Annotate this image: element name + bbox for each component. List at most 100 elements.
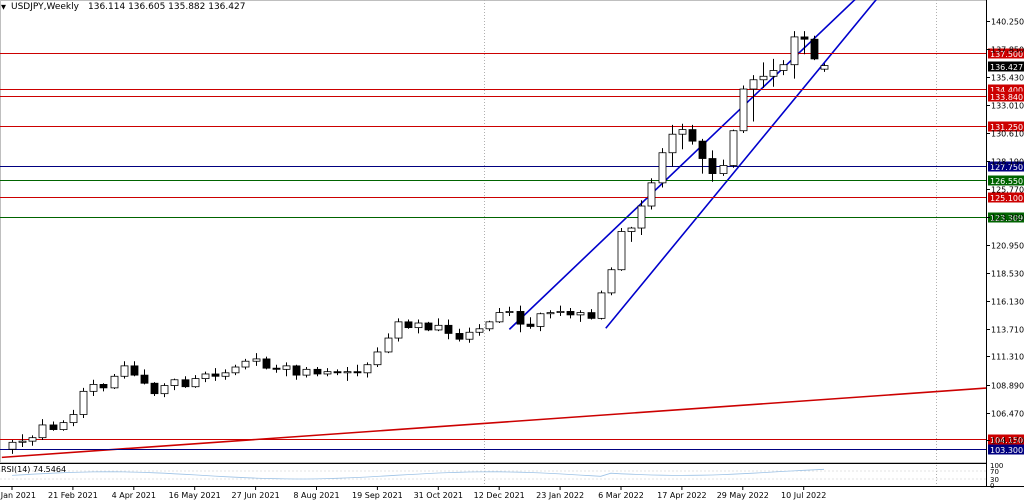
candle-body-bull <box>495 312 504 323</box>
candle-body-bull <box>363 364 372 374</box>
candle-body-bull <box>231 366 240 374</box>
candles-layer <box>8 31 829 454</box>
level-price-label: 104.150 <box>990 436 1023 445</box>
candle-body-bull <box>475 328 484 333</box>
candle-body-bull <box>120 365 129 377</box>
candle-body-bear <box>333 371 342 374</box>
level-price-label: 131.250 <box>990 123 1023 132</box>
candle-body-bull <box>546 312 555 315</box>
candle-body-bull <box>79 390 88 415</box>
candle-body-bull <box>323 371 332 375</box>
rsi-scale-label: 0 <box>990 482 994 490</box>
price-tick-label: 120.950 <box>991 242 1024 251</box>
candle-body-bull <box>749 79 758 90</box>
rsi-label: RSI(14) 74.5464 <box>1 465 66 474</box>
candle-body-bull <box>556 311 565 313</box>
price-tick-label: 108.890 <box>991 382 1024 391</box>
level-price-label: 127.750 <box>990 163 1023 172</box>
price-tick-label: 128.190 <box>991 158 1024 167</box>
level-price-tag <box>988 212 1024 223</box>
rsi-scale-label: 30 <box>990 476 999 484</box>
candle-body-bull <box>59 422 68 430</box>
level-price-label: 133.840 <box>990 93 1023 102</box>
price-tick-label: 133.010 <box>991 102 1024 111</box>
level-price-label: 137.500 <box>990 50 1023 59</box>
price-tick-label: 130.610 <box>991 130 1024 139</box>
level-price-label: 125.100 <box>990 194 1023 203</box>
candle-body-bear <box>49 424 58 430</box>
ohlc-label: 136.114 136.605 135.882 136.427 <box>88 2 245 12</box>
candle-body-bear <box>292 365 301 376</box>
time-tick-label: 8 Aug 2021 <box>293 491 339 500</box>
candle-body-bear <box>800 36 809 40</box>
candle-body-bull <box>678 129 687 135</box>
time-tick-label: 31 Oct 2021 <box>414 491 463 500</box>
candle-body-bull <box>28 437 37 442</box>
rsi-scale-label: 70 <box>990 468 999 476</box>
candle-body-bear <box>708 158 717 174</box>
candle-body-bear <box>404 321 413 329</box>
price-tick-label: 113.710 <box>991 326 1024 335</box>
menu-triangle-icon[interactable]: ▼ <box>1 3 6 11</box>
level-price-label: 126.550 <box>990 177 1023 186</box>
candle-body-bear <box>262 358 271 369</box>
candle-body-bull <box>221 372 230 377</box>
rsi-scale-label: 100 <box>990 462 1003 470</box>
level-price-tag <box>988 192 1024 203</box>
candle-body-bear <box>455 333 464 340</box>
time-tick-label: 21 Feb 2021 <box>48 491 98 500</box>
candle-body-bull <box>241 360 250 368</box>
candle-body-bull <box>69 414 78 424</box>
time-tick-label: 4 Apr 2021 <box>112 491 156 500</box>
level-price-tag <box>988 434 1024 445</box>
candle-body-bull <box>637 205 646 229</box>
candle-body-bear <box>526 323 535 327</box>
candle-body-bull <box>18 440 27 443</box>
candle-body-bull <box>729 130 738 166</box>
candle-body-bear <box>587 312 596 319</box>
horizontal-levels-layer <box>0 53 986 450</box>
time-tick-label: 16 May 2021 <box>169 491 221 500</box>
candle-body-bull <box>252 358 261 362</box>
level-price-tag <box>988 84 1024 95</box>
candle-body-bull <box>627 227 636 232</box>
candle-body-bull <box>191 378 200 388</box>
time-tick-label: 10 Jan 2021 <box>0 491 36 500</box>
candle-body-bull <box>394 321 403 339</box>
price-tick-label: 116.130 <box>991 298 1024 307</box>
candle-body-bull <box>607 269 616 294</box>
candle-body-bull <box>739 88 748 132</box>
trendline <box>508 0 856 330</box>
candle-body-bear <box>566 311 575 316</box>
candle-body-bull <box>485 321 494 330</box>
candle-body-bear <box>181 379 190 388</box>
candle-body-bull <box>759 75 768 81</box>
candle-body-bull <box>201 373 210 380</box>
candle-body-bear <box>99 383 108 389</box>
candle-body-bull <box>343 371 352 374</box>
time-tick-label: 6 Mar 2022 <box>598 491 644 500</box>
time-tick-label: 12 Dec 2021 <box>474 491 525 500</box>
rsi-line <box>11 468 825 480</box>
price-tick-label: 104.070 <box>991 437 1024 446</box>
candle-body-bull <box>465 331 474 340</box>
trendlines-layer <box>1 0 986 459</box>
candle-body-bear <box>516 311 525 325</box>
candle-body-bear <box>810 38 819 60</box>
candle-body-bull <box>282 365 291 370</box>
price-tick-label: 137.850 <box>991 46 1024 55</box>
candle-body-bull <box>505 311 514 313</box>
candle-body-bull <box>414 322 423 329</box>
level-price-label: 134.400 <box>990 86 1023 95</box>
level-price-tag <box>988 175 1024 186</box>
symbol-label: USDJPY,Weekly <box>11 2 80 12</box>
level-price-tag <box>988 48 1024 59</box>
time-tick-label: 23 Jan 2022 <box>536 491 584 500</box>
level-price-tag <box>988 91 1024 102</box>
current-price-label: 136.427 <box>990 63 1023 72</box>
candle-body-bull <box>302 368 311 376</box>
